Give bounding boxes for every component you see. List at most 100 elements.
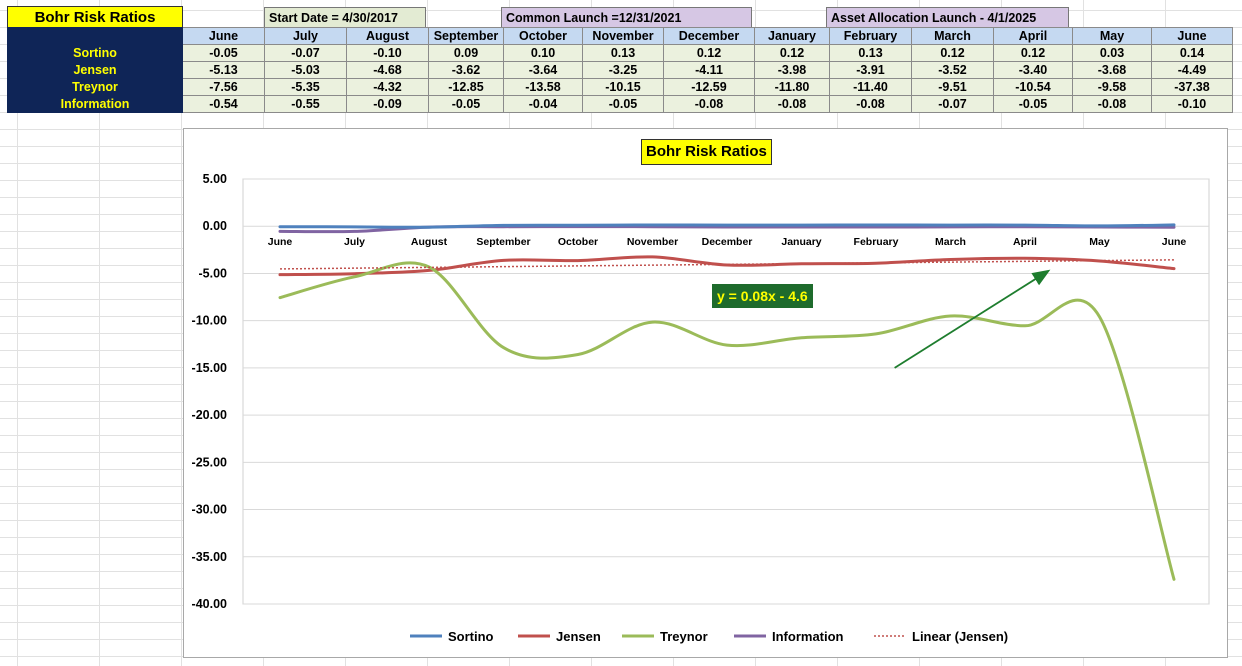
x-tick-label: January [781, 236, 821, 248]
chart-title[interactable]: Bohr Risk Ratios [641, 139, 772, 165]
common-launch-cell[interactable]: Common Launch =12/31/2021 [501, 7, 752, 28]
x-tick-label: June [1162, 236, 1187, 248]
value-cell[interactable]: -0.10 [1151, 95, 1233, 113]
value-cell[interactable]: 0.14 [1151, 44, 1233, 62]
month-header-cell[interactable]: April [993, 27, 1073, 45]
value-cell[interactable]: 0.12 [754, 44, 830, 62]
y-tick-label: -35.00 [192, 550, 227, 564]
value-cell[interactable]: -0.10 [346, 44, 429, 62]
value-cell[interactable]: -0.54 [182, 95, 265, 113]
value-cell[interactable]: 0.03 [1072, 44, 1152, 62]
x-tick-label: April [1013, 236, 1037, 248]
month-header-cell[interactable]: June [1151, 27, 1233, 45]
value-cell[interactable]: -5.35 [264, 78, 347, 96]
value-cell[interactable]: -5.13 [182, 61, 265, 79]
value-cell[interactable]: -10.54 [993, 78, 1073, 96]
x-tick-label: July [344, 236, 365, 248]
value-cell[interactable]: -0.55 [264, 95, 347, 113]
month-header-cell[interactable]: August [346, 27, 429, 45]
x-tick-label: May [1089, 236, 1110, 248]
value-cell[interactable]: 0.13 [582, 44, 664, 62]
month-header-cell[interactable]: January [754, 27, 830, 45]
line-chart[interactable]: 5.00 0.00 -5.00 -10.00 -15.00 -20.00 -25.00 -30… [183, 128, 1228, 658]
value-cell[interactable]: -0.05 [993, 95, 1073, 113]
row-label-cell[interactable]: Treynor [7, 78, 183, 96]
value-cell[interactable]: -9.51 [911, 78, 994, 96]
value-cell[interactable]: -3.40 [993, 61, 1073, 79]
value-cell[interactable]: 0.10 [503, 44, 583, 62]
trendline-jensen [279, 259, 1175, 270]
value-cell[interactable]: -3.98 [754, 61, 830, 79]
y-tick-label: -20.00 [192, 408, 227, 422]
value-cell[interactable]: -4.32 [346, 78, 429, 96]
month-header-cell[interactable]: September [428, 27, 504, 45]
value-cell[interactable]: -12.85 [428, 78, 504, 96]
month-header-cell[interactable]: November [582, 27, 664, 45]
value-cell[interactable]: -3.91 [829, 61, 912, 79]
value-cell[interactable]: -3.68 [1072, 61, 1152, 79]
legend-label: Treynor [660, 629, 708, 644]
y-tick-label: 0.00 [203, 219, 227, 233]
value-cell[interactable]: -0.08 [1072, 95, 1152, 113]
chart-canvas: 5.00 0.00 -5.00 -10.00 -15.00 -20.00 -25.00 -30… [192, 172, 1210, 644]
value-cell[interactable]: -0.05 [182, 44, 265, 62]
value-cell[interactable]: 0.12 [663, 44, 755, 62]
month-header-cell[interactable]: March [911, 27, 994, 45]
value-cell[interactable]: -0.07 [911, 95, 994, 113]
value-cell[interactable]: -3.62 [428, 61, 504, 79]
value-cell[interactable]: -0.07 [264, 44, 347, 62]
value-cell[interactable]: -11.80 [754, 78, 830, 96]
y-tick-label: 5.00 [203, 172, 227, 186]
value-cell[interactable]: -4.11 [663, 61, 755, 79]
row-label-cell[interactable]: Jensen [7, 61, 183, 79]
month-header-cell[interactable]: October [503, 27, 583, 45]
legend-label: Information [772, 629, 844, 644]
start-date-cell[interactable]: Start Date = 4/30/2017 [264, 7, 426, 28]
value-cell[interactable]: -0.05 [428, 95, 504, 113]
value-cell[interactable]: -4.68 [346, 61, 429, 79]
risk-ratios-table: June July August September October Novem… [7, 27, 1233, 113]
row-label-cell[interactable]: Sortino [7, 44, 183, 62]
value-cell[interactable]: -13.58 [503, 78, 583, 96]
x-tick-label: August [411, 236, 448, 248]
value-cell[interactable]: -3.25 [582, 61, 664, 79]
value-cell[interactable]: -0.05 [582, 95, 664, 113]
value-cell[interactable]: -37.38 [1151, 78, 1233, 96]
value-cell[interactable]: -11.40 [829, 78, 912, 96]
month-header-cell[interactable]: July [264, 27, 347, 45]
value-cell[interactable]: -0.08 [754, 95, 830, 113]
table-row-treynor: Treynor -7.56 -5.35 -4.32 -12.85 -13.58 … [7, 78, 1233, 96]
series-line-treynor [278, 261, 1176, 581]
x-tick-label: October [558, 236, 598, 248]
month-header-cell[interactable]: February [829, 27, 912, 45]
value-cell[interactable]: -5.03 [264, 61, 347, 79]
x-tick-label: February [854, 236, 899, 248]
value-cell[interactable]: -12.59 [663, 78, 755, 96]
header-corner-cell[interactable] [7, 27, 183, 45]
value-cell[interactable]: 0.12 [911, 44, 994, 62]
month-header-cell[interactable]: June [182, 27, 265, 45]
value-cell[interactable]: 0.12 [993, 44, 1073, 62]
value-cell[interactable]: 0.13 [829, 44, 912, 62]
y-tick-label: -25.00 [192, 455, 227, 469]
value-cell[interactable]: -7.56 [182, 78, 265, 96]
value-cell[interactable]: -10.15 [582, 78, 664, 96]
value-cell[interactable]: -3.52 [911, 61, 994, 79]
sheet-title-cell[interactable]: Bohr Risk Ratios [7, 6, 183, 28]
asset-allocation-launch-cell[interactable]: Asset Allocation Launch - 4/1/2025 [826, 7, 1069, 28]
value-cell[interactable]: -4.49 [1151, 61, 1233, 79]
trendline-equation-label[interactable]: y = 0.08x - 4.6 [712, 284, 813, 308]
y-tick-label: -30.00 [192, 503, 227, 517]
value-cell[interactable]: -0.08 [829, 95, 912, 113]
value-cell[interactable]: 0.09 [428, 44, 504, 62]
value-cell[interactable]: -0.08 [663, 95, 755, 113]
value-cell[interactable]: -3.64 [503, 61, 583, 79]
month-header-cell[interactable]: December [663, 27, 755, 45]
value-cell[interactable]: -0.09 [346, 95, 429, 113]
value-cell[interactable]: -0.04 [503, 95, 583, 113]
month-header-cell[interactable]: May [1072, 27, 1152, 45]
legend-label: Sortino [448, 629, 494, 644]
value-cell[interactable]: -9.58 [1072, 78, 1152, 96]
row-label-cell[interactable]: Information [7, 95, 183, 113]
table-row-information: Information -0.54 -0.55 -0.09 -0.05 -0.0… [7, 95, 1233, 113]
